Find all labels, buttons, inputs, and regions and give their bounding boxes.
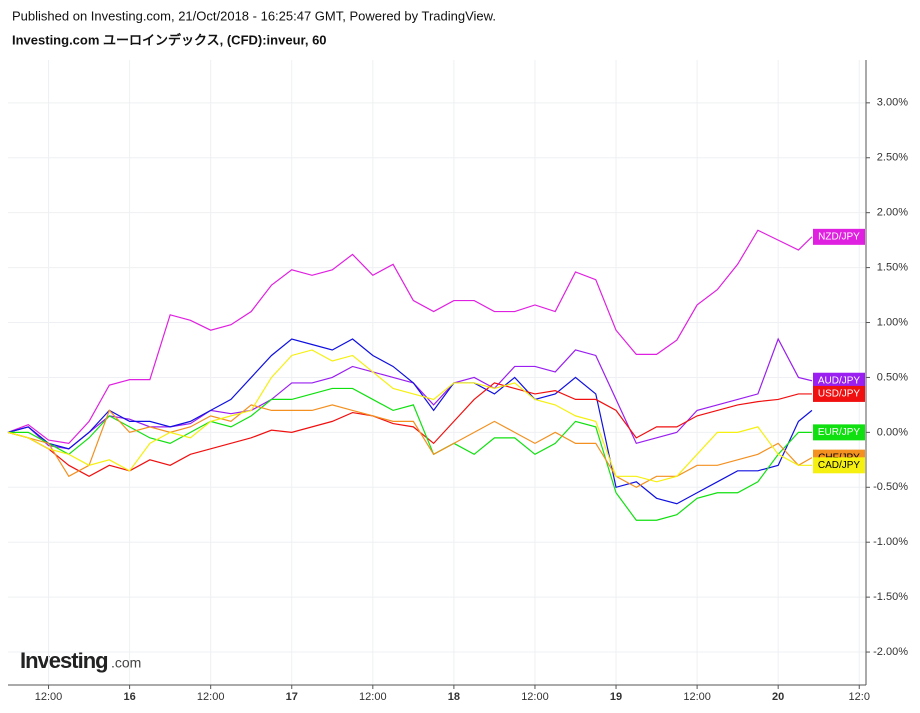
series-line xyxy=(7,382,812,477)
x-tick-label: 12:00 xyxy=(197,691,225,703)
published-note: Published on Investing.com, 21/Oct/2018 … xyxy=(12,8,496,23)
series-end-label-box xyxy=(813,385,865,402)
y-tick-label: -0.50% xyxy=(873,481,908,493)
series-line xyxy=(8,387,812,521)
series-line xyxy=(7,229,813,444)
y-tick-label: 2.50% xyxy=(877,152,908,164)
x-tick-label: 12:0 xyxy=(849,691,870,703)
x-tick-label: 18 xyxy=(448,691,460,703)
legend-label: USD/JPY xyxy=(818,389,861,400)
y-tick-label: 0.50% xyxy=(877,371,908,383)
x-tick-label: 12:00 xyxy=(35,691,63,703)
chart-title: Investing.com ユーロインデックス, (CFD):inveur, 6… xyxy=(12,32,327,47)
y-tick-label: -1.00% xyxy=(873,536,908,548)
y-tick-label: -2.00% xyxy=(873,646,908,658)
series-end-label-box xyxy=(813,424,865,441)
legend-label: AUD/JPY xyxy=(818,375,861,386)
x-tick-label: 12:00 xyxy=(359,691,387,703)
series-end-label-box xyxy=(813,228,865,245)
x-tick-label: 12:00 xyxy=(683,691,711,703)
x-tick-label: 19 xyxy=(610,691,622,703)
series-line xyxy=(7,349,812,483)
logo-suffix: .com xyxy=(111,655,141,671)
x-tick-label: 20 xyxy=(772,691,784,703)
y-tick-label: 0.00% xyxy=(877,426,908,438)
y-tick-label: 2.00% xyxy=(877,207,908,219)
y-tick-label: 1.50% xyxy=(877,262,908,274)
legend-label: NZD/JPY xyxy=(818,231,860,242)
series-line xyxy=(7,338,813,505)
series-end-label-box xyxy=(813,457,865,474)
legend-label: EUR/JPY xyxy=(818,427,861,438)
legend-label: CAD/JPY xyxy=(818,460,861,471)
y-tick-label: 3.00% xyxy=(877,97,908,109)
x-tick-label: 17 xyxy=(286,691,298,703)
x-tick-label: 12:00 xyxy=(521,691,549,703)
series-line xyxy=(7,404,813,488)
y-tick-label: 1.00% xyxy=(877,316,908,328)
y-tick-label: -1.50% xyxy=(873,591,908,603)
x-tick-label: 16 xyxy=(123,691,135,703)
series-end-label-box xyxy=(813,372,865,389)
